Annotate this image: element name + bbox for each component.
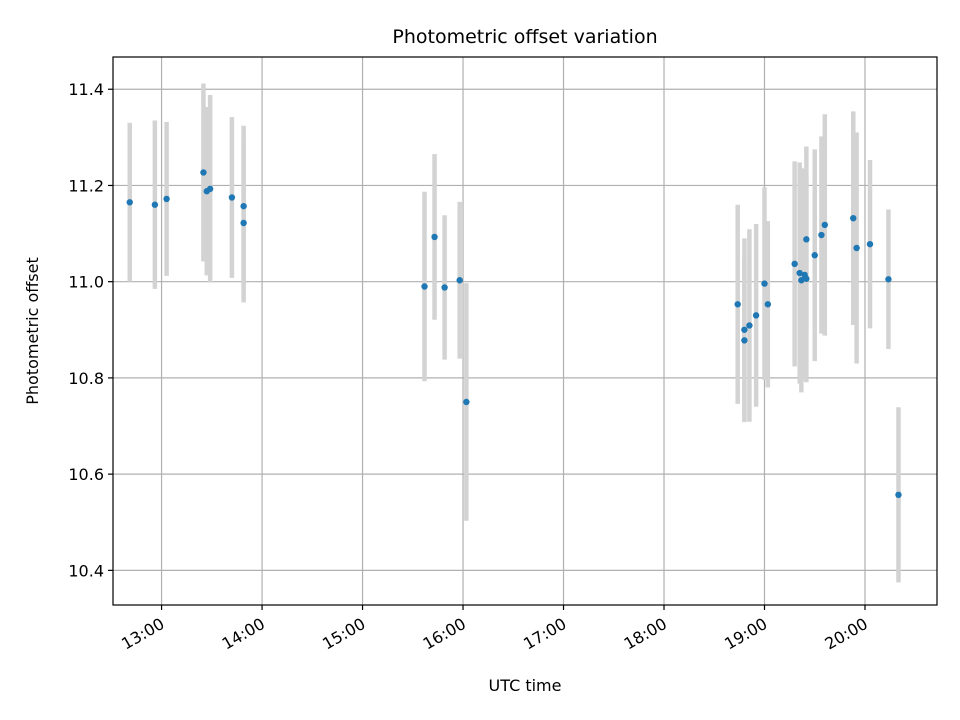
data-point xyxy=(803,236,810,243)
data-points xyxy=(126,169,902,499)
data-point xyxy=(441,284,448,291)
data-point xyxy=(163,195,170,203)
data-point xyxy=(240,219,247,227)
data-point xyxy=(746,322,753,329)
data-point xyxy=(821,221,828,229)
data-point xyxy=(240,202,247,210)
data-point xyxy=(796,269,803,277)
data-point xyxy=(741,337,748,344)
data-point xyxy=(431,233,438,241)
data-point xyxy=(764,301,772,308)
y-tick-label: 10.8 xyxy=(68,369,104,388)
y-tick-label: 11.4 xyxy=(68,80,104,99)
data-point xyxy=(866,240,874,248)
y-tick-label: 10.6 xyxy=(68,465,104,484)
data-point xyxy=(456,277,463,284)
data-point xyxy=(818,231,825,239)
data-point xyxy=(151,201,159,208)
data-point xyxy=(741,326,748,333)
y-tick-label: 11.2 xyxy=(68,176,104,195)
data-point xyxy=(811,252,818,259)
data-point xyxy=(798,277,805,284)
data-point xyxy=(895,491,902,499)
y-axis-label: Photometric offset xyxy=(23,257,42,405)
data-point xyxy=(126,199,133,206)
data-point xyxy=(850,214,857,222)
data-point xyxy=(752,312,760,319)
data-point xyxy=(803,275,810,282)
y-tick-label: 10.4 xyxy=(68,561,104,580)
data-point xyxy=(206,185,214,193)
data-point xyxy=(200,169,207,176)
data-point xyxy=(463,398,470,406)
data-point xyxy=(421,283,428,290)
data-point xyxy=(734,301,741,308)
data-point xyxy=(791,260,798,268)
data-point xyxy=(885,276,892,283)
data-point xyxy=(853,244,860,252)
data-point xyxy=(761,280,768,287)
plot-frame xyxy=(112,56,938,606)
y-tick-label: 11.0 xyxy=(68,273,104,292)
chart-title: Photometric offset variation xyxy=(392,26,657,48)
x-axis-label: UTC time xyxy=(489,676,562,695)
data-point xyxy=(228,194,236,201)
